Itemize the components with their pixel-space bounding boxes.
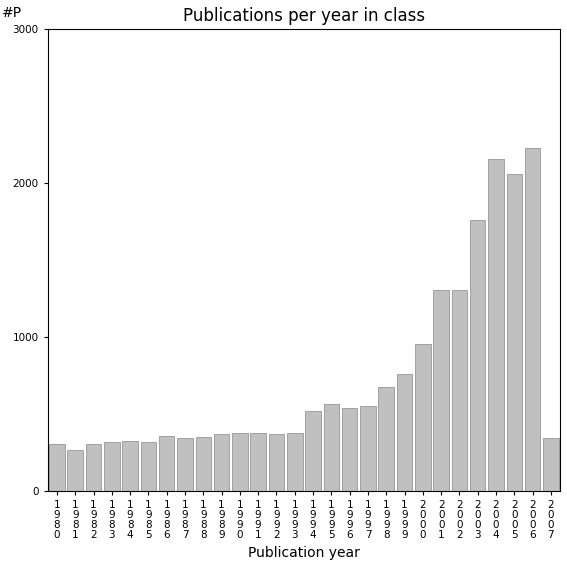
Bar [214, 434, 230, 492]
Bar [397, 374, 412, 492]
Bar [415, 344, 430, 492]
Bar [67, 450, 83, 492]
Bar [452, 290, 467, 492]
Bar [122, 441, 138, 492]
Bar [543, 438, 558, 492]
Bar [488, 159, 504, 492]
Bar [342, 408, 357, 492]
X-axis label: Publication year: Publication year [248, 546, 360, 560]
Bar [470, 221, 485, 492]
Bar [269, 434, 284, 492]
Bar [506, 174, 522, 492]
Bar [433, 290, 449, 492]
Y-axis label: #P: #P [2, 6, 22, 20]
Bar [324, 404, 339, 492]
Bar [177, 438, 193, 492]
Bar [49, 444, 65, 492]
Bar [141, 442, 156, 492]
Bar [251, 433, 266, 492]
Bar [287, 433, 303, 492]
Bar [305, 412, 321, 492]
Bar [525, 148, 540, 492]
Bar [104, 442, 120, 492]
Bar [159, 436, 175, 492]
Bar [360, 406, 376, 492]
Bar [196, 437, 211, 492]
Bar [232, 433, 248, 492]
Bar [378, 387, 394, 492]
Bar [86, 445, 101, 492]
Title: Publications per year in class: Publications per year in class [183, 7, 425, 25]
